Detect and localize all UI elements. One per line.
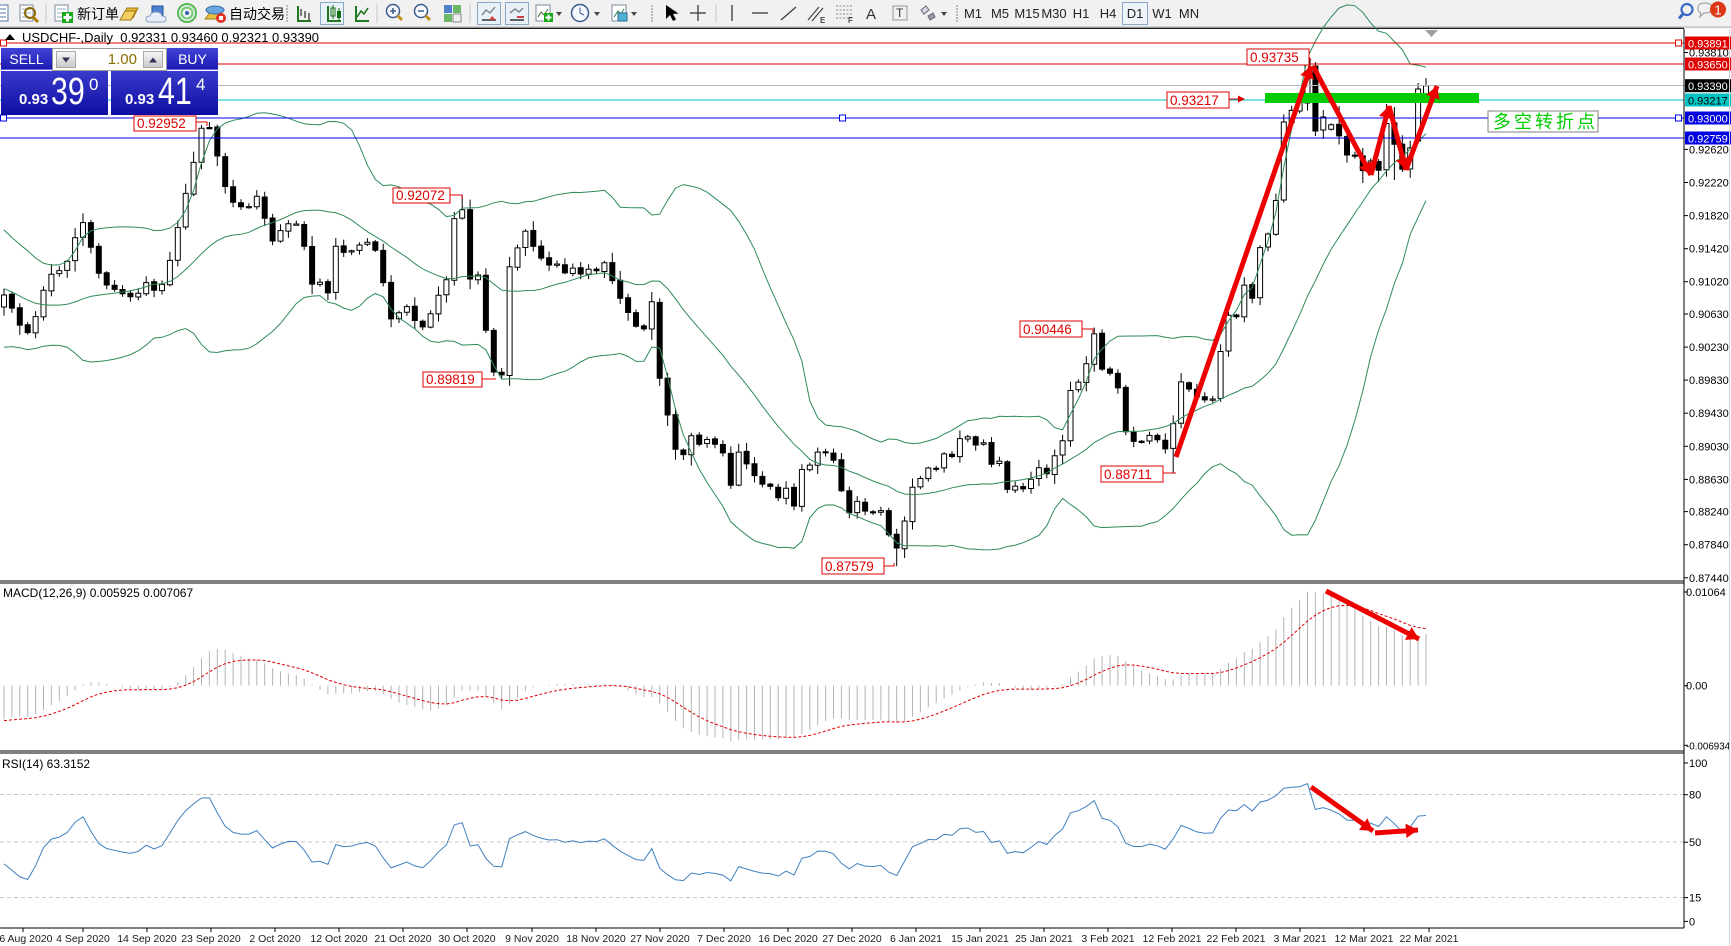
svg-text:0.93217: 0.93217 bbox=[1170, 93, 1219, 108]
svg-text:MACD(12,26,9) 0.005925 0.00706: MACD(12,26,9) 0.005925 0.007067 bbox=[3, 586, 193, 600]
svg-text:0.88711: 0.88711 bbox=[1104, 467, 1152, 482]
svg-text:22 Feb 2021: 22 Feb 2021 bbox=[1207, 933, 1266, 945]
svg-text:12 Feb 2021: 12 Feb 2021 bbox=[1143, 933, 1202, 945]
svg-text:0.90630: 0.90630 bbox=[1689, 309, 1729, 321]
svg-text:0.87579: 0.87579 bbox=[825, 559, 874, 574]
svg-text:30 Oct 2020: 30 Oct 2020 bbox=[438, 933, 495, 945]
svg-text:22 Mar 2021: 22 Mar 2021 bbox=[1400, 933, 1459, 945]
svg-text:12 Mar 2021: 12 Mar 2021 bbox=[1335, 933, 1394, 945]
svg-text:9 Nov 2020: 9 Nov 2020 bbox=[505, 933, 559, 945]
svg-text:100: 100 bbox=[1689, 758, 1707, 770]
svg-text:0.93810: 0.93810 bbox=[1689, 48, 1729, 60]
svg-text:15 Jan 2021: 15 Jan 2021 bbox=[951, 933, 1009, 945]
svg-text:-0.006934: -0.006934 bbox=[1686, 741, 1731, 752]
svg-text:6 Jan 2021: 6 Jan 2021 bbox=[890, 933, 942, 945]
svg-text:0.93735: 0.93735 bbox=[1250, 50, 1299, 65]
svg-text:D1: D1 bbox=[1127, 6, 1144, 21]
svg-text:0.91820: 0.91820 bbox=[1689, 211, 1729, 223]
svg-text:0: 0 bbox=[1689, 916, 1695, 928]
svg-text:W1: W1 bbox=[1152, 6, 1172, 21]
svg-text:3 Feb 2021: 3 Feb 2021 bbox=[1081, 933, 1134, 945]
svg-text:0.93000: 0.93000 bbox=[1688, 114, 1728, 126]
svg-text:自动交易: 自动交易 bbox=[229, 6, 285, 22]
svg-text:T: T bbox=[896, 6, 904, 20]
svg-text:M5: M5 bbox=[991, 6, 1009, 21]
svg-text:0.91420: 0.91420 bbox=[1689, 244, 1729, 256]
svg-text:7 Dec 2020: 7 Dec 2020 bbox=[697, 933, 751, 945]
svg-text:50: 50 bbox=[1689, 837, 1701, 849]
svg-text:M30: M30 bbox=[1041, 6, 1066, 21]
svg-text:0.92220: 0.92220 bbox=[1689, 178, 1729, 190]
svg-text:16 Dec 2020: 16 Dec 2020 bbox=[758, 933, 818, 945]
svg-text:27 Dec 2020: 27 Dec 2020 bbox=[822, 933, 882, 945]
svg-text:A: A bbox=[866, 6, 876, 23]
svg-text:21 Oct 2020: 21 Oct 2020 bbox=[374, 933, 431, 945]
svg-text:3 Mar 2021: 3 Mar 2021 bbox=[1273, 933, 1326, 945]
svg-text:0.90446: 0.90446 bbox=[1023, 322, 1072, 337]
svg-text:0.93217: 0.93217 bbox=[1688, 96, 1728, 108]
svg-text:H4: H4 bbox=[1100, 6, 1117, 21]
svg-text:0.93650: 0.93650 bbox=[1688, 60, 1728, 72]
svg-text:0.92952: 0.92952 bbox=[137, 116, 186, 131]
svg-text:0.89430: 0.89430 bbox=[1689, 408, 1729, 420]
svg-text:0.92759: 0.92759 bbox=[1688, 134, 1728, 146]
svg-text:23 Sep 2020: 23 Sep 2020 bbox=[181, 933, 241, 945]
svg-text:25 Jan 2021: 25 Jan 2021 bbox=[1015, 933, 1073, 945]
svg-text:0.87840: 0.87840 bbox=[1689, 540, 1729, 552]
svg-text:USDCHF-,Daily 0.92331 0.93460: USDCHF-,Daily 0.92331 0.93460 0.92321 0.… bbox=[22, 30, 319, 45]
svg-text:多空转折点: 多空转折点 bbox=[1493, 112, 1598, 132]
svg-text:0.88240: 0.88240 bbox=[1689, 507, 1729, 519]
svg-text:新订单: 新订单 bbox=[77, 6, 119, 22]
svg-text:MN: MN bbox=[1179, 6, 1199, 21]
svg-text:M15: M15 bbox=[1014, 6, 1039, 21]
svg-text:0.89830: 0.89830 bbox=[1689, 375, 1729, 387]
svg-text:18 Nov 2020: 18 Nov 2020 bbox=[566, 933, 626, 945]
svg-text:0.93891: 0.93891 bbox=[1688, 39, 1728, 51]
svg-text:80: 80 bbox=[1689, 790, 1701, 802]
svg-text:26 Aug 2020: 26 Aug 2020 bbox=[0, 933, 53, 945]
svg-text:0.93390: 0.93390 bbox=[1688, 81, 1728, 93]
svg-text:0.92072: 0.92072 bbox=[396, 188, 445, 203]
svg-text:2 Oct 2020: 2 Oct 2020 bbox=[249, 933, 301, 945]
svg-text:4 Sep 2020: 4 Sep 2020 bbox=[56, 933, 110, 945]
svg-text:E: E bbox=[820, 16, 825, 25]
svg-text:F: F bbox=[848, 16, 853, 25]
svg-text:0.89030: 0.89030 bbox=[1689, 441, 1729, 453]
svg-text:0.01064: 0.01064 bbox=[1686, 587, 1726, 599]
svg-text:H1: H1 bbox=[1073, 6, 1090, 21]
svg-text:0.90230: 0.90230 bbox=[1689, 342, 1729, 354]
svg-text:27 Nov 2020: 27 Nov 2020 bbox=[630, 933, 690, 945]
svg-text:15: 15 bbox=[1689, 893, 1701, 905]
svg-text:0.00: 0.00 bbox=[1686, 681, 1707, 693]
svg-text:RSI(14) 63.3152: RSI(14) 63.3152 bbox=[2, 757, 90, 771]
svg-text:0.88630: 0.88630 bbox=[1689, 474, 1729, 486]
svg-text:14 Sep 2020: 14 Sep 2020 bbox=[117, 933, 177, 945]
svg-text:12 Oct 2020: 12 Oct 2020 bbox=[310, 933, 367, 945]
svg-text:0.87440: 0.87440 bbox=[1689, 573, 1729, 585]
svg-text:0.91020: 0.91020 bbox=[1689, 277, 1729, 289]
svg-text:0.92620: 0.92620 bbox=[1689, 144, 1729, 156]
svg-text:0.89819: 0.89819 bbox=[426, 372, 475, 387]
svg-text:M1: M1 bbox=[964, 6, 982, 21]
svg-text:1: 1 bbox=[1714, 3, 1721, 18]
